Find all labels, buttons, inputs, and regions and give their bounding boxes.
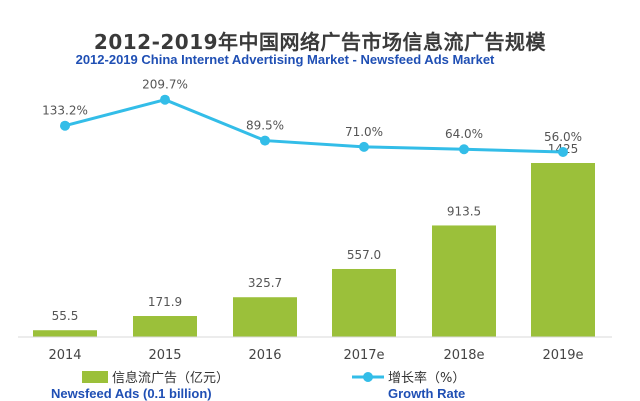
growth-label-2016: 89.5% [246, 119, 284, 133]
growth-point-2016 [260, 135, 270, 146]
growth-value-labels: 133.2% 209.7% 89.5% 71.0% 64.0% 56.0% [42, 78, 582, 144]
growth-point-2014 [60, 120, 70, 131]
bar-2016 [233, 297, 297, 337]
legend-line-marker [363, 372, 373, 382]
bar-2019e [531, 163, 595, 337]
legend-bar-label: 信息流广告（亿元） [112, 370, 229, 386]
growth-point-2015 [160, 94, 170, 105]
chart-title: 2012-2019年中国网络广告市场信息流广告规模 [93, 30, 547, 54]
x-tick-2016: 2016 [248, 348, 281, 363]
bar-label-2015: 171.9 [148, 295, 182, 309]
bar-2018e [432, 225, 496, 337]
growth-label-2018e: 64.0% [445, 127, 483, 141]
growth-label-2019e: 56.0% [544, 130, 582, 144]
x-tick-2017e: 2017e [343, 348, 384, 363]
bar-2014 [33, 330, 97, 337]
legend-line-label: 增长率（%） [388, 370, 465, 386]
legend: 信息流广告（亿元） 增长率（%） [82, 370, 465, 386]
chart-subtitle: 2012-2019 China Internet Advertising Mar… [75, 52, 495, 67]
bar-label-2014: 55.5 [52, 309, 79, 323]
growth-label-2017e: 71.0% [345, 125, 383, 139]
x-tick-2015: 2015 [148, 348, 181, 363]
bar-series [33, 163, 595, 337]
bar-label-2018e: 913.5 [447, 204, 481, 218]
x-tick-2018e: 2018e [443, 348, 484, 363]
growth-point-2019e [558, 146, 568, 157]
legend-line-label-en: Growth Rate [388, 386, 466, 401]
x-axis-ticks: 2014 2015 2016 2017e 2018e 2019e [48, 348, 583, 363]
x-tick-2014: 2014 [48, 348, 81, 363]
growth-line-series [60, 94, 568, 157]
bar-2017e [332, 268, 396, 337]
legend-bar-swatch [82, 371, 108, 383]
growth-label-2014: 133.2% [42, 104, 88, 118]
bar-label-2016: 325.7 [248, 276, 282, 290]
bar-label-2017e: 557.0 [347, 248, 381, 262]
growth-point-2018e [459, 144, 469, 155]
growth-line [64, 98, 564, 154]
legend-bar-label-en: Newsfeed Ads (0.1 billion) [51, 386, 212, 401]
bar-2015 [133, 316, 197, 337]
x-tick-2019e: 2019e [542, 348, 583, 363]
growth-point-2017e [359, 141, 369, 152]
growth-label-2015: 209.7% [142, 78, 188, 92]
